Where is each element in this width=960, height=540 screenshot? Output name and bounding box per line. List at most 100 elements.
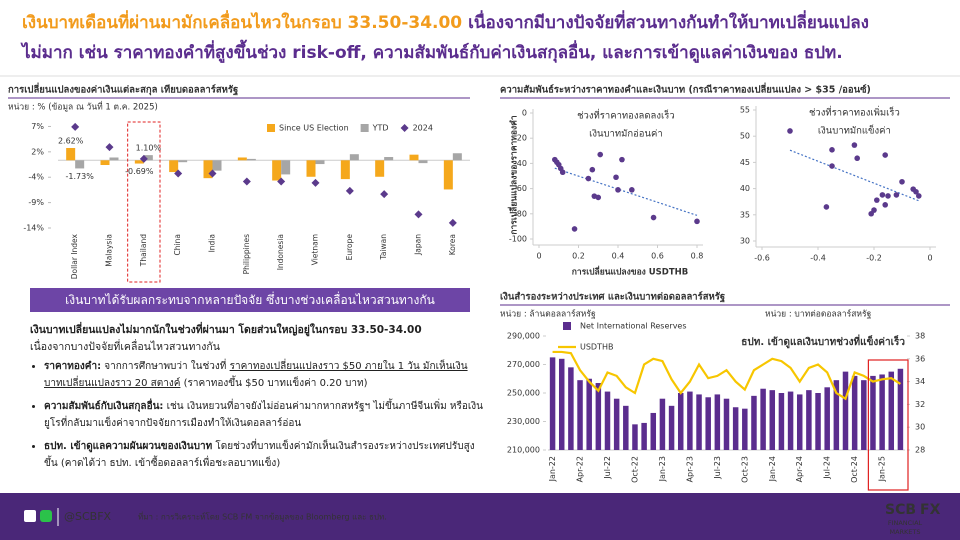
- legend-marker: [400, 124, 409, 132]
- y-tick-label: 45: [740, 158, 750, 167]
- line-icon: [40, 510, 52, 522]
- bar: [659, 398, 666, 450]
- point: [597, 151, 604, 158]
- bar: [443, 160, 453, 190]
- x-tick-label: Vietnam: [311, 234, 320, 265]
- bar: [870, 375, 876, 450]
- y-tick-label: -100: [509, 235, 527, 244]
- y2-tick-label: 34: [915, 377, 925, 386]
- x-tick-label: Jul-24: [823, 456, 832, 480]
- y2-tick-label: 36: [915, 354, 925, 363]
- y2-unit: หน่วย : บาทต่อดอลลาร์สหรัฐ: [765, 309, 872, 320]
- logo-sub: FINANCIAL: [888, 519, 923, 527]
- x-tick-label: Indonesia: [276, 234, 285, 270]
- bar: [203, 160, 213, 179]
- bar: [237, 157, 247, 161]
- point: [916, 193, 922, 199]
- bar: [418, 160, 428, 164]
- y2-tick-label: 30: [915, 423, 925, 432]
- bar: [604, 391, 611, 450]
- bar: [306, 160, 316, 177]
- x-tick-label: Japan: [414, 234, 423, 256]
- point: [585, 175, 592, 182]
- bar: [879, 374, 885, 450]
- bar: [281, 160, 291, 175]
- y-tick-label: -80: [514, 209, 527, 218]
- bar: [452, 153, 462, 161]
- x-tick-label: Taiwan: [379, 234, 388, 261]
- x-tick-label: 0.4: [612, 252, 625, 261]
- marker: [174, 169, 183, 178]
- x-tick-label: 0.6: [651, 252, 664, 261]
- marker: [414, 210, 423, 219]
- y-tick-label: 55: [740, 106, 750, 115]
- value-label: -1.73%: [66, 172, 95, 181]
- intro-text: เนื่องจากบางปัจจัยที่เคลื่อนไหวสวนทางกัน: [30, 341, 220, 353]
- footer-handle: @SCBFX: [64, 510, 112, 523]
- bar: [824, 387, 830, 450]
- bullet: ราคาทองคำ: จากการศึกษาพบว่า ในช่วงที่ รา…: [44, 358, 484, 392]
- point: [615, 187, 621, 193]
- bullet-lead: ธปท. เข้าดูแลความผันผวนของเงินบาท: [44, 441, 213, 452]
- bar: [778, 393, 785, 450]
- footer-bar: [0, 493, 960, 540]
- logo-fx: FX: [920, 502, 941, 518]
- bar: [272, 160, 282, 181]
- y-tick-label: 0: [522, 109, 527, 118]
- bullet-text: (ราคาทองขึ้น $50 บาทแข็งค่า 0.20 บาท): [183, 378, 368, 389]
- point: [874, 197, 880, 203]
- bar: [623, 405, 629, 450]
- x-tick-label: Jan-22: [548, 456, 557, 482]
- point: [871, 207, 877, 213]
- point: [823, 204, 830, 210]
- x-tick-label: Thailand: [139, 234, 148, 267]
- bar: [384, 157, 394, 161]
- point: [694, 218, 700, 225]
- x-tick-label: 0.2: [572, 252, 585, 261]
- y-tick-label: -14%: [23, 224, 44, 233]
- chart-title: เงินสำรองระหว่างประเทศ และเงินบาทต่อดอลล…: [500, 291, 725, 303]
- x-tick-label: Jan-25: [878, 456, 887, 482]
- bar: [833, 380, 840, 450]
- x-tick-label: Jan-24: [768, 456, 777, 482]
- y-tick-label: 35: [740, 210, 750, 219]
- banner: เงินบาทได้รับผลกระทบจากหลายปัจจัย ซึ่งบา…: [30, 288, 470, 312]
- bar: [375, 160, 385, 177]
- bar: [842, 371, 849, 450]
- intro: เงินบาทเปลี่ยนแปลงไม่มากนักในช่วงที่ผ่าน…: [30, 322, 480, 356]
- y-tick-label: 210,000: [507, 446, 540, 455]
- bar: [340, 160, 350, 180]
- headline-part: เงินบาทเดือนที่ผ่านมามักเคลื่อนไหวในกรอบ…: [22, 13, 463, 33]
- point: [882, 152, 888, 158]
- bar: [742, 408, 748, 450]
- bullet-text: จากการศึกษาพบว่า ในช่วงที่: [104, 361, 227, 372]
- marker: [105, 143, 114, 152]
- bar: [714, 394, 721, 450]
- bar: [668, 405, 675, 450]
- point: [854, 155, 860, 162]
- point: [589, 166, 596, 173]
- point: [650, 214, 657, 221]
- bar: [577, 380, 583, 450]
- bar: [705, 397, 711, 450]
- headline-part: เนื่องจากมีบางปัจจัยที่สวนทางกันทำให้บาท…: [468, 13, 869, 33]
- annotation: เงินบาทมักอ่อนค่า: [589, 129, 663, 140]
- y-tick-label: 230,000: [507, 417, 540, 426]
- y2-tick-label: 38: [915, 332, 925, 341]
- chart-title: การเปลี่ยนแปลงของค่าเงินแต่ละสกุล เทียบด…: [8, 82, 238, 96]
- value-label: 2.62%: [58, 136, 84, 145]
- x-tick-label: Oct-22: [630, 456, 639, 483]
- point: [629, 187, 635, 193]
- x-tick-label: Jan-23: [658, 456, 667, 482]
- marker: [242, 177, 251, 186]
- annotation: ช่วงที่ราคาทองเพิ่มเร็ว: [809, 106, 900, 119]
- y-tick-label: -20: [514, 134, 527, 143]
- y-tick-label: 50: [740, 132, 750, 141]
- bar: [178, 160, 188, 163]
- x-axis-label: การเปลี่ยนแปลงของ USDTHB: [572, 265, 689, 278]
- bar: [100, 160, 110, 166]
- y-tick-label: 290,000: [507, 332, 540, 341]
- y-axis-label: การเปลี่ยนแปลงของราคาทองคำ: [507, 115, 520, 234]
- intro-lead: เงินบาทเปลี่ยนแปลงไม่มากนักในช่วงที่ผ่าน…: [30, 324, 422, 336]
